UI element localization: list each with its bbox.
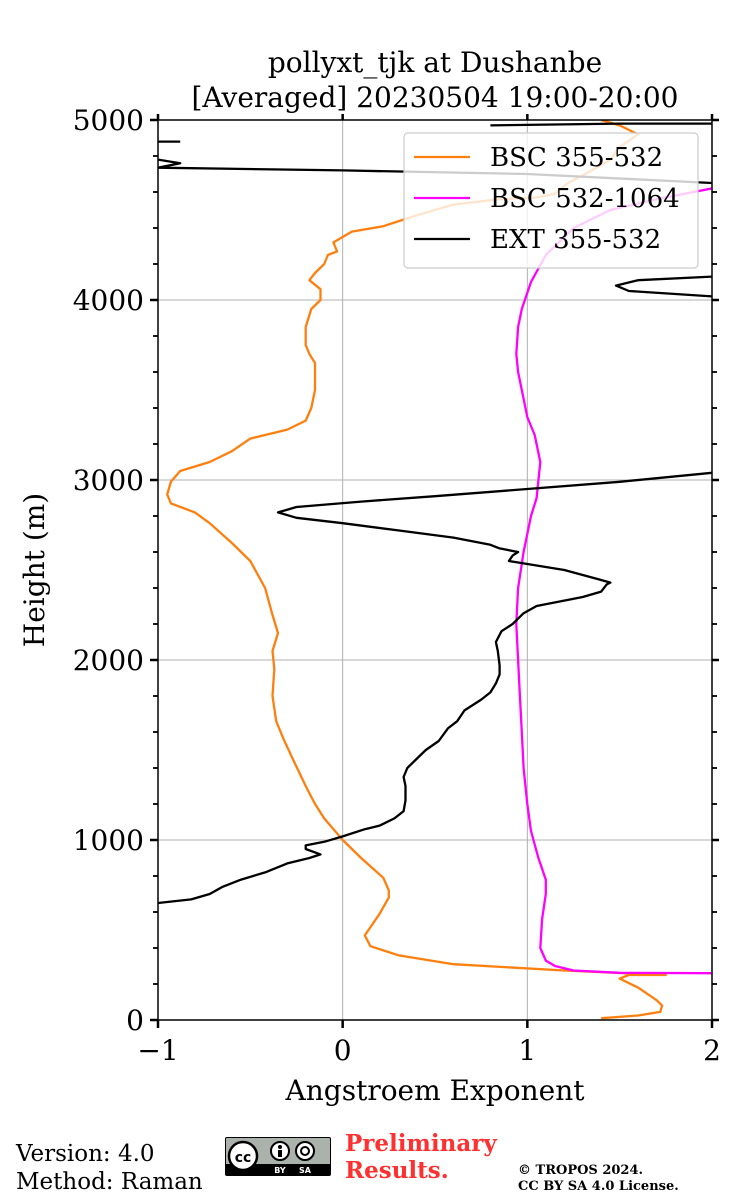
y-axis-label: Height (m) <box>18 493 51 647</box>
series-line-3 <box>614 275 712 298</box>
x-tick-label-0: −1 <box>137 1034 178 1067</box>
chart-figure: pollyxt_tjk at Dushanbe [Averaged] 20230… <box>18 46 721 1107</box>
chart-title-line2: [Averaged] 20230504 19:00-20:00 <box>192 81 679 114</box>
x-tick-label-3: 2 <box>703 1034 721 1067</box>
legend-label-0: BSC 355-532 <box>490 143 663 173</box>
copyright-notice: © TROPOS 2024. CC BY SA 4.0 License. <box>518 1163 679 1195</box>
x-tick-label-1: 0 <box>334 1034 352 1067</box>
cc-logo-icon <box>227 1140 259 1172</box>
preliminary-line2: Results. <box>345 1157 449 1184</box>
series-line-1 <box>515 187 712 975</box>
svg-text:cc: cc <box>235 1150 252 1166</box>
share-alike-icon <box>295 1141 315 1161</box>
cc-sa-label: SA <box>299 1166 312 1175</box>
legend: BSC 355-532 BSC 532-1064 EXT 355-532 <box>403 132 699 269</box>
preliminary-line1: Preliminary <box>345 1130 497 1157</box>
legend-label-2: EXT 355-532 <box>490 225 661 255</box>
version-text: Version: 4.0 <box>16 1141 155 1167</box>
y-tick-label-4: 4000 <box>73 284 144 317</box>
series-line-0 <box>166 120 667 1020</box>
y-tick-label-3: 3000 <box>73 464 144 497</box>
series-line-2 <box>158 471 712 905</box>
chart-title: pollyxt_tjk at Dushanbe [Averaged] 20230… <box>192 46 679 114</box>
legend-label-1: BSC 532-1064 <box>490 184 680 214</box>
y-tick-label-0: 0 <box>126 1004 144 1037</box>
preliminary-results-notice: Preliminary Results. <box>345 1130 497 1184</box>
y-tick-label-5: 5000 <box>73 104 144 137</box>
method-text: Method: Raman <box>16 1169 203 1195</box>
chart-title-line1: pollyxt_tjk at Dushanbe <box>268 46 602 79</box>
cc-by-label: BY <box>274 1166 286 1175</box>
series-line-6 <box>490 122 712 127</box>
axes-frame <box>157 119 713 1021</box>
copyright-line2: CC BY SA 4.0 License. <box>518 1179 679 1194</box>
x-tick-label-2: 1 <box>518 1034 536 1067</box>
x-axis-label: Angstroem Exponent <box>285 1074 586 1107</box>
y-tick-label-1: 1000 <box>73 824 144 857</box>
plot-area <box>158 120 712 1020</box>
copyright-line1: © TROPOS 2024. <box>518 1163 644 1178</box>
y-tick-label-2: 2000 <box>73 644 144 677</box>
version-method-text: Version: 4.0 Method: Raman <box>16 1140 203 1196</box>
cc-by-sa-license-badge: cc BY SA <box>225 1137 331 1176</box>
legend-box <box>403 132 699 269</box>
